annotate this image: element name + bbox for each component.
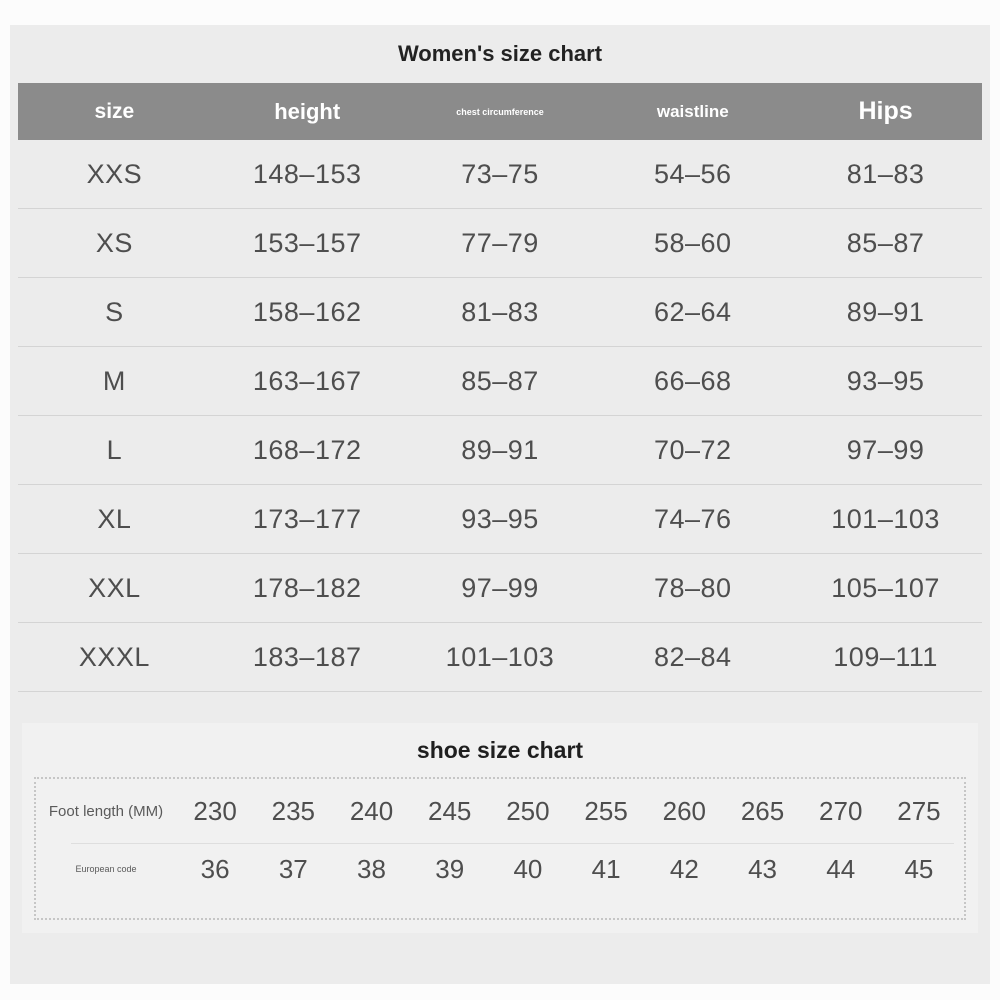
shoe-size-value: 36: [200, 853, 230, 884]
shoe-size-value: 41: [591, 853, 621, 884]
table-cell: 78–80: [653, 572, 732, 603]
european-code-values: 36 37 38 39 40 41 42 43 44 45: [176, 854, 964, 885]
shoe-size-value: 240: [349, 795, 394, 826]
table-cell: S: [105, 296, 124, 327]
table-cell: 93–95: [461, 503, 539, 534]
table-cell: 81–83: [461, 296, 539, 327]
column-header: height: [274, 98, 341, 124]
table-cell: 173–177: [252, 503, 362, 534]
table-cell: 178–182: [252, 572, 362, 603]
table-row: XXS 148–153 73–75 54–56 81–83: [18, 140, 982, 209]
table-cell: M: [102, 365, 126, 396]
table-cell: 85–87: [846, 227, 925, 258]
women-table-header-row: size height chest circumference waistline Hi…: [18, 83, 982, 140]
shoe-size-value: 250: [506, 795, 550, 826]
shoe-size-value: 44: [826, 853, 856, 884]
shoe-size-value: 45: [904, 853, 934, 884]
table-cell: 81–83: [846, 158, 925, 189]
table-cell: 73–75: [461, 158, 539, 189]
table-cell: 89–91: [461, 434, 539, 465]
shoe-size-value: 230: [193, 795, 237, 826]
table-cell: 74–76: [653, 503, 732, 534]
table-cell: 158–162: [252, 296, 362, 327]
column-header: chest circumference: [456, 106, 544, 117]
table-row: XS 153–157 77–79 58–60 85–87: [18, 209, 982, 278]
table-cell: 54–56: [653, 158, 732, 189]
shoe-size-value: 43: [748, 853, 777, 884]
table-cell: 62–64: [653, 296, 732, 327]
column-header: size: [94, 99, 135, 123]
table-cell: 153–157: [252, 227, 362, 258]
women-size-chart-title: Women's size chart: [397, 41, 603, 66]
table-cell: 93–95: [846, 365, 925, 396]
table-cell: 109–111: [833, 641, 938, 672]
shoe-size-value: 275: [897, 795, 941, 826]
table-cell: 89–91: [846, 296, 925, 327]
shoe-size-value: 37: [278, 853, 308, 884]
shoe-row-divider: [71, 843, 954, 844]
table-cell: 163–167: [252, 365, 362, 396]
table-row: XXXL 183–187 101–103 82–84 109–111: [18, 623, 982, 692]
foot-length-row: Foot length (MM) 230 235 240 245 250 255 260 26…: [36, 779, 964, 843]
shoe-size-value: 265: [740, 795, 785, 826]
table-cell: XXL: [88, 572, 141, 603]
table-cell: 97–99: [846, 434, 925, 465]
table-cell: 85–87: [461, 365, 539, 396]
shoe-size-value: 235: [271, 795, 315, 826]
shoe-size-chart-section: shoe size chart Foot length (MM) 230 235 2…: [22, 723, 978, 933]
table-cell: XL: [97, 503, 132, 534]
table-cell: XS: [95, 227, 133, 258]
european-code-row: European code 36 37 38 39 40 41 42 43 44 45: [36, 844, 964, 894]
shoe-size-value: 39: [435, 853, 465, 884]
table-cell: 66–68: [653, 365, 732, 396]
shoe-size-value: 270: [819, 795, 863, 826]
table-cell: 105–107: [831, 572, 940, 603]
shoe-size-value: 255: [584, 795, 628, 826]
table-cell: 183–187: [252, 641, 362, 672]
size-chart-panel: Women's size chart size height chest circu…: [10, 25, 990, 984]
table-cell: 101–103: [831, 503, 940, 534]
table-cell: L: [106, 434, 123, 465]
shoe-size-value: 38: [357, 853, 386, 884]
column-header: Hips: [858, 97, 913, 125]
table-cell: 70–72: [653, 434, 732, 465]
table-cell: XXXL: [78, 641, 150, 672]
shoe-size-value: 260: [662, 795, 707, 826]
table-cell: 58–60: [653, 227, 732, 258]
women-table-body: XXS 148–153 73–75 54–56 81–83 XS 153–157 77–79 5…: [18, 140, 982, 692]
table-cell: 101–103: [445, 641, 555, 672]
table-row: XL 173–177 93–95 74–76 101–103: [18, 485, 982, 554]
table-row: M 163–167 85–87 66–68 93–95: [18, 347, 982, 416]
foot-length-values: 230 235 240 245 250 255 260 265 270 275: [176, 796, 964, 827]
column-header: waistline: [656, 101, 729, 121]
table-row: L 168–172 89–91 70–72 97–99: [18, 416, 982, 485]
table-cell: 97–99: [461, 572, 539, 603]
table-cell: 77–79: [461, 227, 539, 258]
table-cell: XXS: [86, 158, 143, 189]
table-cell: 168–172: [252, 434, 362, 465]
table-cell: 148–153: [252, 158, 362, 189]
shoe-size-chart-title: shoe size chart: [416, 737, 584, 763]
shoe-size-value: 40: [513, 853, 543, 884]
foot-length-label: Foot length (MM): [48, 802, 164, 820]
european-code-label: European code: [75, 864, 137, 874]
table-row: XXL 178–182 97–99 78–80 105–107: [18, 554, 982, 623]
table-cell: 82–84: [653, 641, 732, 672]
shoe-table-bottom-spacer: [36, 894, 964, 918]
table-row: S 158–162 81–83 62–64 89–91: [18, 278, 982, 347]
shoe-size-value: 245: [428, 795, 472, 826]
shoe-size-table: Foot length (MM) 230 235 240 245 250 255 260 26…: [34, 777, 966, 920]
shoe-size-value: 42: [669, 853, 699, 884]
